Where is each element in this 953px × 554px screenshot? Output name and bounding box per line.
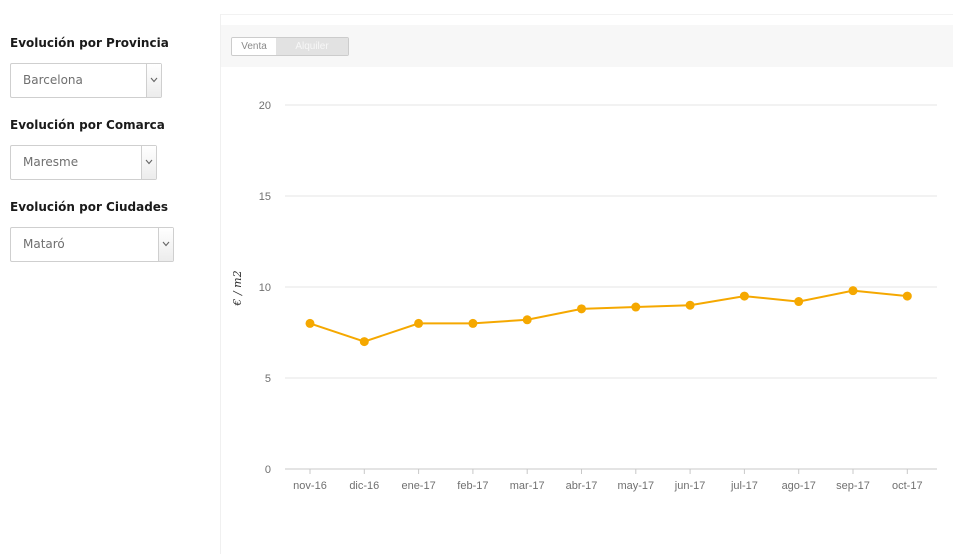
x-tick-label: abr-17: [566, 480, 598, 492]
province-filter-label: Evolución por Provincia: [10, 36, 169, 50]
data-point[interactable]: [305, 318, 315, 328]
chevron-down-icon[interactable]: [158, 228, 173, 261]
y-tick-label: 15: [259, 191, 271, 203]
y-tick-label: 20: [259, 100, 271, 112]
data-point[interactable]: [522, 315, 532, 325]
chevron-down-icon[interactable]: [146, 64, 161, 97]
y-tick-label: 5: [265, 373, 271, 385]
x-tick-label: mar-17: [510, 480, 545, 492]
chart-panel: [221, 14, 953, 554]
comarca-select[interactable]: Maresme: [10, 145, 157, 180]
y-tick-label: 0: [265, 464, 271, 476]
chart-toolbar: Venta Alquiler: [221, 25, 953, 67]
x-tick-label: sep-17: [836, 480, 870, 492]
data-point[interactable]: [631, 302, 641, 312]
data-point[interactable]: [359, 337, 369, 347]
x-tick-label: oct-17: [892, 480, 923, 492]
comarca-select-value: Maresme: [23, 155, 79, 169]
province-select-value: Barcelona: [23, 73, 83, 87]
x-tick-label: feb-17: [457, 480, 488, 492]
city-select[interactable]: Mataró: [10, 227, 174, 262]
series-line: [309, 289, 908, 343]
data-point[interactable]: [848, 286, 858, 296]
filters-sidebar: Evolución por Provincia Barcelona Evoluc…: [0, 0, 205, 554]
city-select-value: Mataró: [23, 237, 65, 251]
x-tick-label: may-17: [617, 480, 654, 492]
toggle-venta-button[interactable]: Venta: [232, 38, 276, 55]
y-axis-ticks: 0 5 10 15 20: [259, 100, 271, 476]
y-axis-title: € / m2: [231, 270, 244, 306]
grid-lines: [285, 104, 937, 470]
province-select[interactable]: Barcelona: [10, 63, 162, 98]
panel-divider: [221, 14, 953, 15]
x-tick-label: ene-17: [401, 480, 435, 492]
y-tick-label: 10: [259, 282, 271, 294]
data-point[interactable]: [468, 318, 478, 328]
data-point[interactable]: [794, 297, 804, 307]
x-tick-label: jul-17: [730, 480, 758, 492]
city-filter-label: Evolución por Ciudades: [10, 200, 169, 214]
data-point[interactable]: [685, 300, 695, 310]
x-tick-label: nov-16: [293, 480, 327, 492]
price-evolution-chart: 0 5 10 15 20 nov-16 dic-16 ene-17 feb-17 mar-17 a…: [231, 100, 937, 492]
comarca-filter-label: Evolución por Comarca: [10, 118, 165, 132]
data-point[interactable]: [414, 318, 424, 328]
x-tick-label: jun-17: [674, 480, 706, 492]
data-point[interactable]: [739, 291, 749, 301]
sale-rent-toggle[interactable]: Venta Alquiler: [231, 37, 349, 56]
x-axis-ticks: nov-16 dic-16 ene-17 feb-17 mar-17 abr-17 may-…: [293, 469, 923, 492]
chevron-down-icon[interactable]: [141, 146, 156, 179]
data-point[interactable]: [902, 291, 912, 301]
x-tick-label: ago-17: [782, 480, 816, 492]
toggle-alquiler-button[interactable]: Alquiler: [276, 38, 348, 55]
series-amber: [305, 286, 912, 347]
data-point[interactable]: [577, 304, 586, 314]
x-tick-label: dic-16: [349, 480, 379, 492]
